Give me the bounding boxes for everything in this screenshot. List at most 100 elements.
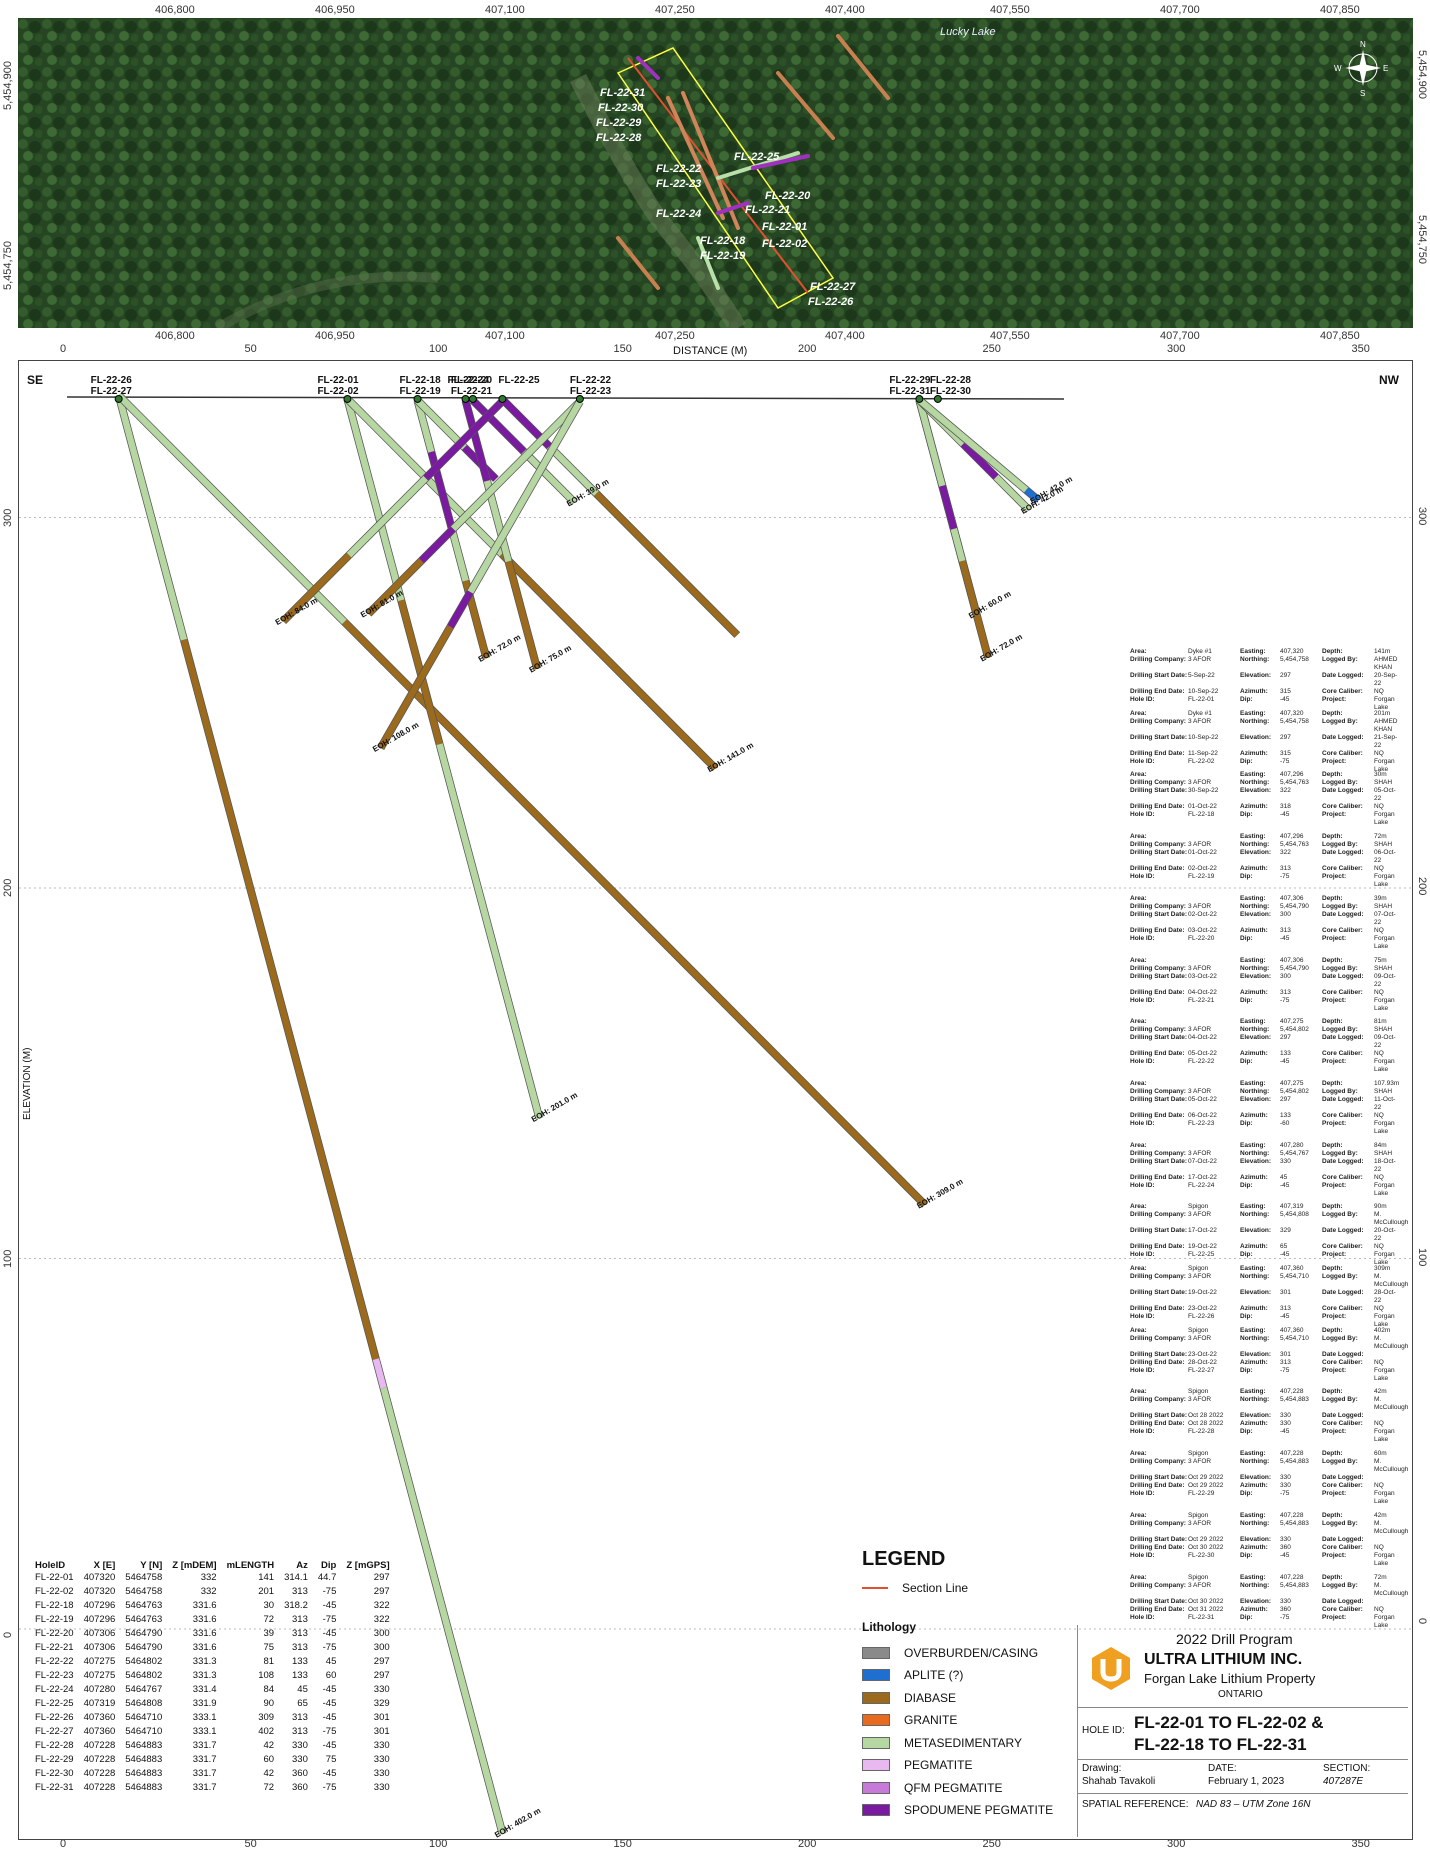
hole-info-block: Area: Easting: 407,306 Depth: 75m Drilling Co… — [1130, 957, 1400, 1013]
info-value: M. McCullough — [1374, 1211, 1409, 1227]
collar-label: FL-22-22 — [570, 375, 612, 386]
info-label: Drilling End Date: — [1130, 926, 1185, 934]
info-label: Hole ID: — [1130, 757, 1155, 765]
info-value: 3 AFOR — [1188, 1026, 1212, 1034]
info-value: 17-Oct-22 — [1188, 1173, 1217, 1181]
trace-segment-diab — [499, 551, 718, 771]
elevation-tick-left-3: 0 — [2, 1631, 14, 1638]
info-label: Depth: — [1322, 648, 1343, 655]
info-value: 5,454,883 — [1280, 1519, 1309, 1527]
table-cell: 5464790 — [125, 1628, 163, 1639]
info-row: Drilling Start Date: 17-Oct-22 Elevation: 3… — [1130, 1227, 1400, 1243]
elevation-tick-left-2: 100 — [2, 1249, 14, 1268]
plan-hole-label: FL-22-29 — [596, 117, 642, 129]
distance-tick-bottom-5: 250 — [982, 1838, 1001, 1850]
info-value: Forgan Lake — [1374, 1428, 1395, 1444]
info-label: Elevation: — [1240, 1157, 1272, 1165]
info-label: Depth: — [1322, 1326, 1343, 1334]
info-value: SHAH — [1374, 1026, 1393, 1034]
gridlines — [19, 517, 1412, 1630]
info-value: 07-Oct-22 — [1374, 910, 1396, 926]
table-cell: FL-22-02 — [35, 1586, 74, 1597]
compass-n: N — [1360, 40, 1366, 49]
info-label: Northing: — [1240, 1396, 1270, 1404]
table-cell: 331.6 — [192, 1600, 217, 1611]
info-value: 23-Oct-22 — [1188, 1350, 1217, 1358]
info-row: Drilling Start Date: Oct 29 2022 Elevation… — [1130, 1474, 1400, 1482]
trace-segment-meta — [988, 457, 1029, 493]
info-label: Area: — [1130, 956, 1147, 964]
info-value: 407,275 — [1280, 1018, 1304, 1026]
info-value: Forgan Lake — [1374, 873, 1395, 889]
info-value: -75 — [1280, 1490, 1290, 1498]
collar-marker — [575, 394, 584, 403]
table-row: FL-22-26 407360 5464710 333.1 309 313 -45 301 — [30, 1711, 395, 1725]
info-label: Dip: — [1240, 1058, 1253, 1066]
info-label: Drilling Company: — [1130, 964, 1186, 972]
table-cell: 5464808 — [125, 1698, 163, 1709]
distance-tick-bottom-0: 0 — [60, 1838, 67, 1850]
elevation-tick-right-0: 300 — [1416, 506, 1428, 525]
collar-label-2: FL-22-30 — [930, 386, 972, 397]
info-value: M. McCullough — [1374, 1273, 1409, 1288]
info-value: 5,454,883 — [1280, 1396, 1309, 1404]
elevation-tick-right-1: 200 — [1416, 877, 1428, 896]
info-label: Northing: — [1240, 1026, 1270, 1034]
info-label: Drilling Start Date: — [1130, 1350, 1188, 1358]
table-cell: -45 — [322, 1628, 337, 1639]
info-row: Drilling Start Date: 05-Oct-22 Elevation: 2… — [1130, 1096, 1400, 1112]
table-row: FL-22-22 407275 5464802 331.3 81 133 45 297 — [30, 1655, 395, 1669]
info-value: M. McCullough — [1374, 1519, 1409, 1535]
trace-segment-diab — [342, 619, 928, 1208]
info-row: Drilling Company: 3 AFOR Northing: 5,454,88… — [1130, 1519, 1409, 1536]
table-cell: 42 — [263, 1740, 275, 1751]
info-label: Easting: — [1240, 709, 1266, 717]
info-value — [1374, 1412, 1400, 1420]
info-label: Depth: — [1322, 1450, 1343, 1458]
info-value: 75m — [1374, 956, 1387, 964]
info-label: Azimuth: — [1240, 926, 1268, 934]
table-cell: 330 — [373, 1782, 390, 1793]
info-label: Depth: — [1322, 1388, 1343, 1396]
compass-rose: N S E W — [1334, 40, 1388, 98]
info-row: Drilling Start Date: 01-Oct-22 Elevation: 3… — [1130, 849, 1400, 865]
trace-segment-apl — [1024, 487, 1041, 503]
info-value — [1374, 1598, 1400, 1606]
drill-traces — [114, 392, 1041, 1835]
info-label: Core Caliber: — [1322, 1358, 1363, 1366]
info-row: Drilling End Date: 06-Oct-22 Azimuth: 133 Co… — [1130, 1112, 1400, 1120]
plan-hole-label: FL-22-25 — [734, 151, 780, 163]
easting-tick-bottom-1: 406,950 — [315, 330, 355, 342]
table-cell: 333.1 — [192, 1726, 217, 1737]
info-value: 313 — [1280, 1358, 1291, 1366]
legend-item: QFM PEGMATITE — [862, 1777, 1072, 1800]
info-label: Drilling End Date: — [1130, 1243, 1185, 1251]
info-value: FL-22-22 — [1188, 1058, 1215, 1066]
info-value: 313 — [1280, 1305, 1291, 1312]
legend-label: METASEDIMENTARY — [904, 1735, 1023, 1750]
info-value: 313 — [1280, 926, 1291, 934]
table-cell: 407320 — [83, 1586, 116, 1597]
elevation-tick-left-1: 200 — [2, 878, 14, 897]
compass-s: S — [1360, 89, 1365, 98]
info-value: 5,454,758 — [1280, 717, 1309, 725]
info-value: 297 — [1280, 733, 1291, 741]
info-value: -45 — [1280, 696, 1290, 703]
info-value: 5,454,710 — [1280, 1334, 1309, 1342]
info-value: 21-Sep-22 — [1374, 733, 1398, 749]
info-label: Date Logged: — [1322, 1412, 1364, 1420]
collar-label: FL-22-26 — [91, 375, 133, 386]
table-row: FL-22-28 407228 5464883 331.7 42 330 -45 330 — [30, 1739, 395, 1753]
info-label: Logged By: — [1322, 1211, 1358, 1219]
info-label: Easting: — [1240, 1450, 1266, 1458]
distance-tick-bottom-2: 100 — [429, 1838, 448, 1850]
table-cell: 60 — [325, 1670, 337, 1681]
table-cell: 314.1 — [284, 1572, 308, 1583]
eoh-label: EOH: 42.0 m — [1029, 474, 1074, 505]
table-cell: 330 — [373, 1768, 390, 1779]
info-value: 301 — [1280, 1289, 1291, 1296]
table-cell: FL-22-28 — [35, 1740, 74, 1751]
table-body: FL-22-01 407320 5464758 332 141 314.1 44.7 297 F… — [30, 1571, 395, 1795]
table-cell: 407296 — [83, 1600, 116, 1611]
info-row: Drilling Company: 3 AFOR Northing: 5,454,71… — [1130, 1334, 1408, 1351]
